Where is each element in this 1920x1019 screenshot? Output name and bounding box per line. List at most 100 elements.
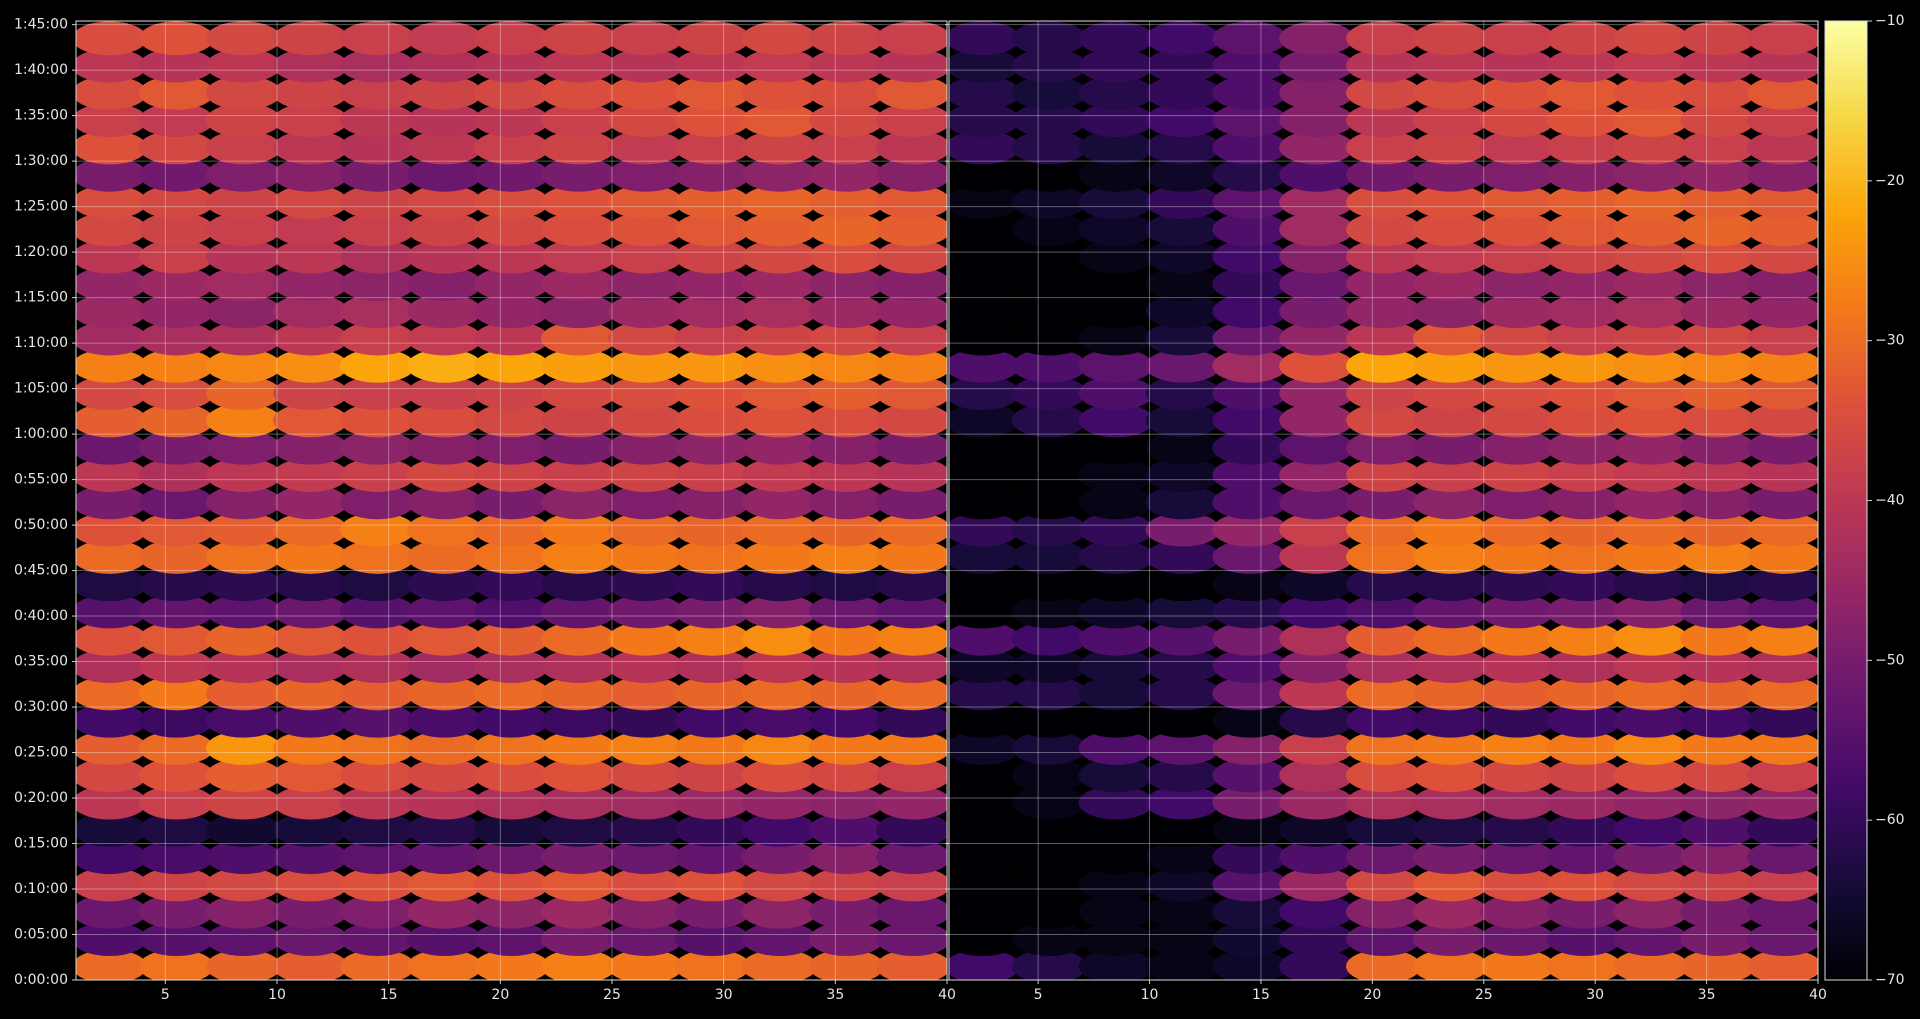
cell — [1078, 649, 1154, 684]
cell — [473, 348, 550, 383]
cell — [1011, 676, 1087, 711]
cell — [272, 21, 349, 56]
cell — [1479, 485, 1555, 520]
cell — [875, 185, 947, 219]
cell — [138, 676, 215, 711]
cell — [808, 512, 885, 547]
cell — [1412, 185, 1488, 219]
cell — [949, 212, 1020, 247]
cell — [138, 321, 215, 356]
cell — [473, 21, 550, 56]
cell — [1412, 676, 1488, 711]
cell — [1212, 75, 1288, 110]
cell — [406, 212, 483, 247]
cell — [1680, 185, 1756, 219]
cell — [875, 485, 947, 520]
cell — [1546, 267, 1622, 301]
cell — [272, 403, 349, 438]
cell — [808, 212, 885, 247]
cell — [406, 812, 483, 847]
x-tick-label: 15 — [1252, 987, 1270, 1003]
cell — [674, 157, 751, 192]
cell — [1747, 157, 1818, 192]
cell — [138, 485, 215, 520]
cell — [1613, 294, 1689, 329]
cell — [1011, 75, 1087, 110]
cell — [1011, 867, 1087, 902]
cell — [406, 785, 483, 820]
cell — [1546, 703, 1622, 738]
cell — [808, 703, 885, 738]
cell — [875, 21, 947, 56]
cell — [1479, 403, 1555, 438]
cell — [875, 321, 947, 356]
cell — [76, 949, 148, 980]
cell — [473, 321, 550, 356]
cell — [272, 894, 349, 929]
cell — [339, 294, 416, 329]
cell — [1412, 840, 1488, 875]
cell — [808, 157, 885, 192]
cell — [205, 103, 282, 138]
cell — [1479, 594, 1555, 629]
cell — [875, 840, 947, 875]
cell — [406, 130, 483, 165]
x-tick-label: 35 — [826, 987, 844, 1003]
cell — [875, 703, 947, 738]
cell — [76, 21, 148, 56]
cell — [1346, 840, 1421, 875]
cell — [76, 812, 148, 847]
cell — [1279, 458, 1355, 492]
cell — [1011, 731, 1087, 765]
cell — [1412, 294, 1488, 329]
cell — [138, 621, 215, 656]
cell — [1078, 894, 1154, 929]
cell — [1747, 894, 1818, 929]
cell — [1212, 458, 1288, 492]
cell — [808, 348, 885, 383]
cell — [1346, 103, 1421, 138]
cell — [949, 649, 1020, 684]
cell — [540, 75, 617, 110]
cell — [1546, 458, 1622, 492]
cell — [1747, 594, 1818, 629]
cell — [1078, 867, 1154, 902]
cell — [1479, 731, 1555, 765]
cell — [540, 539, 617, 574]
cell — [1680, 21, 1756, 56]
cells — [949, 21, 1818, 980]
cell — [1011, 157, 1087, 192]
cell — [272, 267, 349, 301]
cell — [339, 567, 416, 602]
cell — [1412, 894, 1488, 929]
cell — [272, 185, 349, 219]
cell — [1078, 758, 1154, 793]
cell — [540, 894, 617, 929]
cell — [1680, 157, 1756, 192]
cell — [1680, 594, 1756, 629]
cell — [741, 458, 818, 492]
cell — [741, 267, 818, 301]
cell — [76, 594, 148, 629]
cell — [473, 594, 550, 629]
cell — [875, 430, 947, 465]
cell — [1412, 348, 1488, 383]
cell — [1346, 212, 1421, 247]
cell — [1346, 294, 1421, 329]
cell — [406, 649, 483, 684]
cell — [1613, 949, 1689, 980]
cell — [473, 840, 550, 875]
cell — [607, 48, 684, 83]
cell — [741, 430, 818, 465]
cell — [1613, 539, 1689, 574]
cell — [272, 157, 349, 192]
cell — [205, 922, 282, 956]
cell — [949, 458, 1020, 492]
cell — [76, 103, 148, 138]
cell — [1613, 594, 1689, 629]
y-tick-label: 1:30:00 — [14, 153, 68, 169]
cell — [540, 703, 617, 738]
cell — [1680, 676, 1756, 711]
cell — [205, 75, 282, 110]
cell — [1613, 922, 1689, 956]
